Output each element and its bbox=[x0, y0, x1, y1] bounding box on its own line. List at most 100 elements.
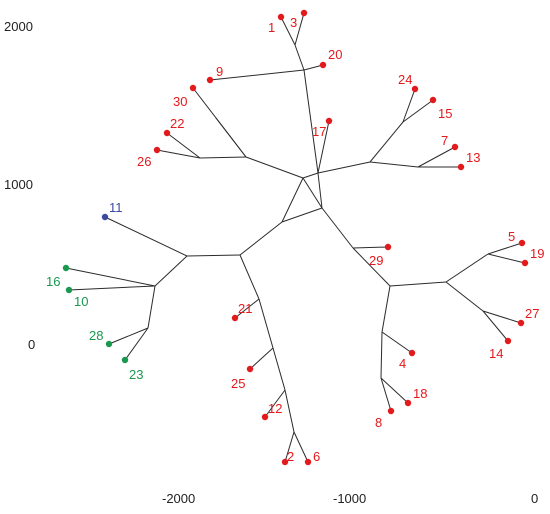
tip-point bbox=[319, 61, 327, 69]
tree-edge bbox=[293, 431, 309, 463]
tip-label: 11 bbox=[109, 200, 123, 215]
tip-point bbox=[261, 413, 269, 421]
tip-label: 3 bbox=[290, 15, 297, 30]
tip-label: 10 bbox=[74, 294, 88, 309]
tree-edge bbox=[317, 161, 371, 174]
tip-label: 22 bbox=[170, 116, 184, 131]
tree-edge bbox=[380, 377, 409, 404]
tree-edge bbox=[352, 247, 391, 287]
tree-edge bbox=[380, 331, 383, 379]
tree-edge bbox=[239, 254, 260, 300]
tree-edge bbox=[284, 389, 295, 433]
tip-point bbox=[387, 407, 395, 415]
tip-point bbox=[189, 84, 197, 92]
tip-label: 16 bbox=[46, 274, 60, 289]
tip-label: 29 bbox=[369, 253, 383, 268]
tip-point bbox=[429, 96, 437, 104]
tree-edge bbox=[108, 327, 149, 345]
tree-tips: 1 320930222617241571311161028232951927142… bbox=[46, 9, 544, 466]
tree-edge bbox=[186, 254, 241, 257]
tree-edge bbox=[487, 253, 526, 264]
tree-edge bbox=[352, 246, 389, 249]
tip-label: 9 bbox=[216, 64, 223, 79]
tree-edge bbox=[65, 267, 156, 287]
tree-edge bbox=[294, 12, 305, 46]
tree-edge bbox=[482, 310, 509, 342]
tip-label: 30 bbox=[173, 94, 187, 109]
tree-edge bbox=[249, 347, 274, 370]
tip-label: 23 bbox=[129, 367, 143, 382]
tip-label: 1 bbox=[268, 20, 275, 35]
x-tick-label: 0 bbox=[531, 491, 538, 506]
x-tick-label: -2000 bbox=[162, 491, 195, 506]
tree-edge bbox=[272, 347, 286, 391]
tip-label: 24 bbox=[398, 72, 412, 87]
tip-label: 18 bbox=[413, 386, 427, 401]
tree-edge bbox=[258, 298, 274, 349]
tip-label: 25 bbox=[231, 376, 245, 391]
tree-edge bbox=[303, 69, 319, 174]
tip-point bbox=[517, 319, 525, 327]
tree-edge bbox=[104, 216, 188, 257]
tree-edge bbox=[281, 177, 304, 223]
tree-edges bbox=[65, 12, 526, 463]
tip-label: 7 bbox=[441, 133, 448, 148]
tree-edge bbox=[284, 431, 295, 463]
tip-point bbox=[411, 85, 419, 93]
tip-point bbox=[457, 163, 465, 171]
y-tick-label: 2000 bbox=[4, 19, 33, 34]
tree-edge bbox=[68, 285, 156, 291]
tip-point bbox=[408, 349, 416, 357]
tree-edge bbox=[294, 44, 305, 71]
tree-edge bbox=[302, 177, 323, 209]
tip-point bbox=[521, 259, 529, 267]
tree-edge bbox=[156, 149, 201, 159]
tip-label: 13 bbox=[466, 150, 480, 165]
tip-point bbox=[300, 9, 308, 17]
y-tick-label: 1000 bbox=[4, 177, 33, 192]
tip-label: 19 bbox=[530, 246, 544, 261]
tip-point bbox=[105, 340, 113, 348]
tree-edge bbox=[482, 310, 522, 324]
tip-point bbox=[163, 129, 171, 137]
tip-label: 6 bbox=[313, 449, 320, 464]
tip-point bbox=[504, 337, 512, 345]
tree-edge bbox=[239, 221, 283, 256]
tip-point bbox=[121, 356, 129, 364]
tip-point bbox=[231, 314, 239, 322]
tree-edge bbox=[209, 69, 305, 81]
tip-label: 20 bbox=[328, 47, 342, 62]
tree-edge bbox=[264, 389, 286, 418]
tree-edge bbox=[317, 172, 323, 209]
tree-edge bbox=[281, 207, 323, 223]
tree-edge bbox=[234, 298, 260, 319]
tip-label: 15 bbox=[438, 106, 452, 121]
tree-edge bbox=[445, 281, 484, 312]
tip-point bbox=[325, 117, 333, 125]
tree-edge bbox=[487, 242, 523, 255]
tree-edge bbox=[302, 172, 319, 179]
tip-point bbox=[62, 264, 70, 272]
tip-label: 28 bbox=[89, 328, 103, 343]
x-tick-label: -1000 bbox=[333, 491, 366, 506]
y-tick-label: 0 bbox=[28, 337, 35, 352]
tip-label: 4 bbox=[399, 356, 406, 371]
tip-point bbox=[206, 76, 214, 84]
tip-label: 21 bbox=[238, 301, 252, 316]
tree-edge bbox=[381, 331, 413, 354]
axis-ticks: 2000 1000 0 -2000 -1000 0 bbox=[4, 19, 538, 506]
tip-point bbox=[101, 213, 109, 221]
tip-label: 26 bbox=[137, 154, 151, 169]
tree-edge bbox=[166, 132, 201, 159]
tip-point bbox=[65, 286, 73, 294]
tree-edge bbox=[199, 156, 247, 159]
tip-point bbox=[518, 239, 526, 247]
tip-point bbox=[384, 243, 392, 251]
tip-label: 27 bbox=[525, 306, 539, 321]
tree-edge bbox=[402, 88, 416, 123]
tree-edge bbox=[154, 255, 188, 287]
tip-point bbox=[304, 458, 312, 466]
tree-edge bbox=[381, 285, 391, 333]
